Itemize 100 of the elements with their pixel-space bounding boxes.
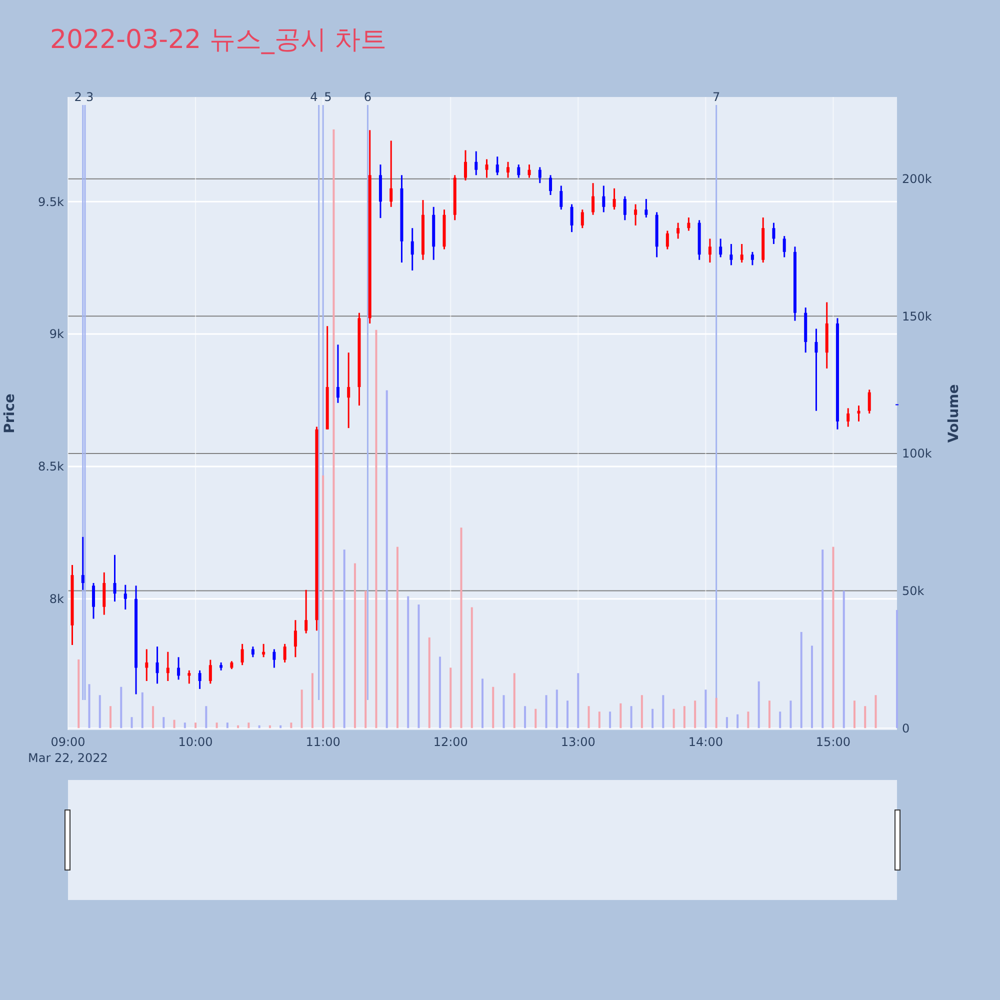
bar (194, 722, 197, 728)
bar (311, 673, 314, 728)
candlestick (857, 404, 860, 422)
candlestick (740, 243, 744, 264)
candlestick (814, 328, 818, 412)
y-tick-label: 9.5k (38, 194, 64, 209)
bar (747, 712, 750, 728)
bar (438, 656, 441, 728)
bar (640, 695, 643, 728)
bar (470, 607, 473, 728)
candlestick (198, 670, 202, 690)
candlestick (560, 184, 563, 210)
bar (758, 681, 760, 728)
candlestick (549, 174, 552, 196)
candlestick (113, 554, 116, 602)
bar (482, 678, 484, 728)
candlestick (336, 344, 340, 404)
y-axis-title: Price (2, 394, 18, 434)
bar (280, 725, 282, 728)
bar (513, 673, 516, 728)
bar (141, 692, 144, 728)
bar (736, 714, 739, 728)
bar (162, 717, 165, 728)
candlestick (145, 648, 148, 682)
bar (672, 708, 675, 728)
candlestick (868, 388, 871, 414)
bar (492, 686, 494, 728)
candlestick (410, 227, 414, 272)
y2-tick-label: 200k (902, 172, 932, 186)
bar (110, 706, 112, 728)
bar (130, 717, 133, 728)
y2-tick-label: 100k (902, 446, 932, 461)
candlestick (177, 656, 180, 680)
candlestick (156, 646, 159, 684)
y2-tick-label: 150k (902, 309, 932, 324)
candlestick (188, 670, 191, 684)
x-tick-label: 12:00 (433, 735, 468, 749)
candlestick (474, 150, 478, 176)
candlestick (687, 216, 690, 232)
bar (268, 725, 271, 728)
candlestick (485, 158, 488, 179)
candlestick (240, 643, 244, 666)
bar (864, 706, 866, 728)
ref-line-label: 2 (74, 90, 82, 104)
candlestick (124, 584, 127, 610)
candlestick (772, 222, 776, 245)
bar (322, 475, 324, 728)
ref-line-label: 4 (310, 90, 318, 104)
candlestick (750, 251, 754, 266)
bar (715, 698, 718, 728)
bar (524, 706, 526, 728)
candlestick (592, 182, 595, 216)
candlestick (612, 188, 616, 210)
bar (120, 686, 122, 728)
bar (556, 690, 558, 728)
bar (768, 700, 770, 728)
y2-axis-title: Volume (946, 384, 962, 443)
ref-line-label: 7 (712, 90, 720, 104)
bar (609, 712, 612, 728)
candlestick (623, 196, 626, 221)
bar (694, 700, 696, 728)
bar (418, 604, 420, 728)
x-tick-label: 11:00 (306, 735, 340, 749)
bar (237, 725, 240, 728)
bar (98, 695, 101, 728)
candlestick (347, 352, 350, 429)
bar (896, 610, 898, 728)
bar (630, 706, 632, 728)
bar (343, 550, 346, 728)
bar (428, 637, 430, 728)
bar (566, 700, 569, 728)
candlestick (166, 651, 170, 682)
x-tick-label: 14:00 (688, 735, 723, 749)
bar (620, 703, 622, 728)
candlestick (782, 235, 786, 258)
candlestick (538, 166, 542, 184)
y-tick-label: 8.5k (38, 460, 64, 474)
candlestick (251, 646, 254, 658)
ref-line-label: 5 (324, 90, 332, 104)
bar (683, 706, 686, 728)
ref-line-label: 6 (364, 90, 372, 104)
bar (822, 550, 824, 728)
bar (375, 330, 378, 728)
text: Mar 22, 2022 (28, 751, 108, 765)
candlestick (730, 243, 733, 266)
bar (386, 390, 388, 728)
candlestick (208, 659, 212, 684)
bar (226, 722, 228, 728)
x-tick-label: 09:00 (50, 735, 86, 749)
x-tick-label: 15:00 (816, 735, 851, 749)
y-tick-label: 8k (49, 592, 64, 606)
bar (502, 695, 505, 728)
ref-line-label: 3 (86, 90, 94, 104)
bar (364, 590, 367, 728)
bar (534, 708, 537, 728)
bar (460, 528, 462, 728)
bar (290, 722, 292, 728)
candlestick (102, 572, 106, 616)
bar (216, 722, 218, 728)
bar (588, 706, 590, 728)
